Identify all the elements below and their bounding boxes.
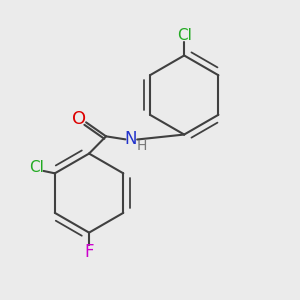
Text: F: F — [84, 243, 94, 261]
Text: Cl: Cl — [29, 160, 44, 175]
Text: Cl: Cl — [177, 28, 192, 43]
Text: N: N — [124, 130, 137, 148]
Text: H: H — [137, 139, 147, 152]
Text: O: O — [72, 110, 86, 128]
